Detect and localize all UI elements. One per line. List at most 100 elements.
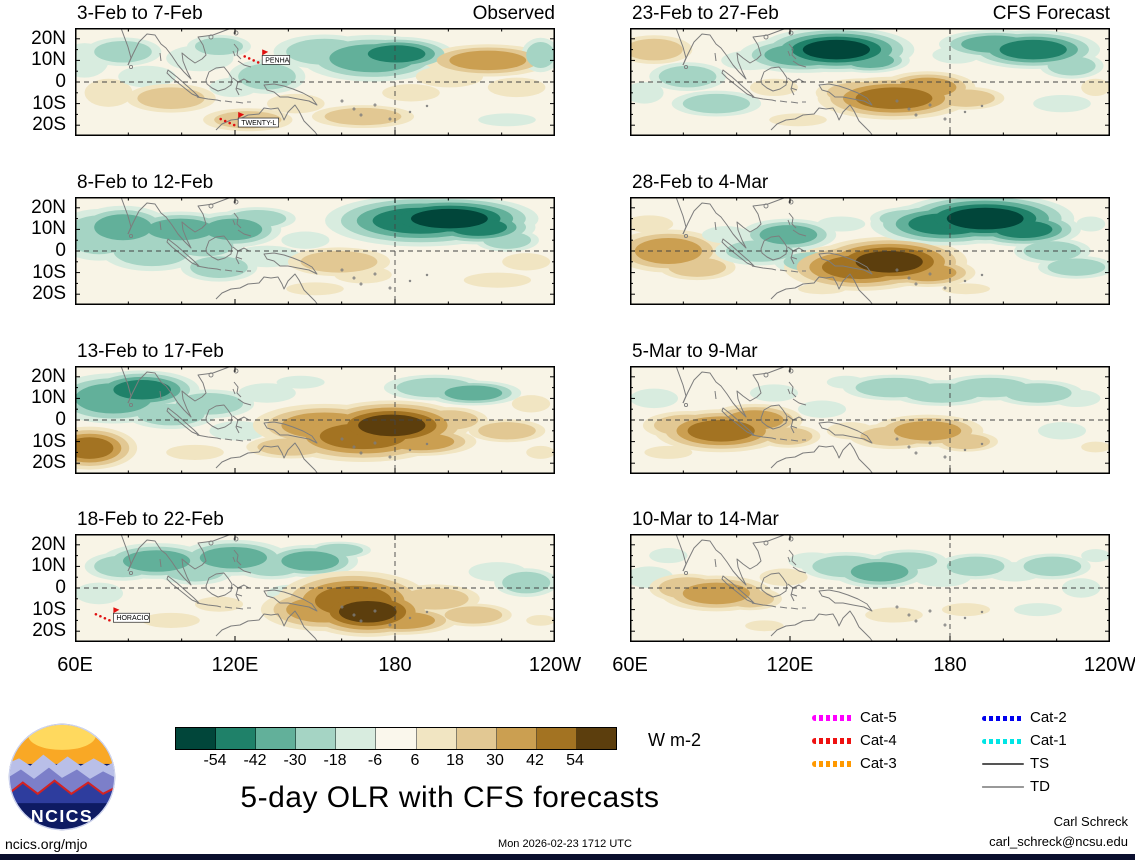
y-axis-label: 0 bbox=[55, 240, 66, 261]
map-panel bbox=[630, 197, 1110, 305]
logo-ring bbox=[8, 723, 116, 831]
map-panel: HORACIO bbox=[75, 534, 555, 642]
y-axis-label: 20N bbox=[31, 196, 66, 218]
panel-date-range: 3-Feb to 7-Feb bbox=[77, 3, 203, 24]
panel-title: 3-Feb to 7-Feb Observed bbox=[77, 2, 555, 26]
y-axis-label: 20S bbox=[32, 283, 66, 305]
colorbar-segment bbox=[416, 728, 457, 749]
footer-timestamp: Mon 2026-02-23 1712 UTC bbox=[498, 838, 632, 850]
storm-name: PENHA bbox=[265, 57, 289, 64]
panel-title: 8-Feb to 12-Feb bbox=[77, 171, 555, 195]
colorbar-tick-label: -18 bbox=[323, 752, 347, 769]
y-axis-label: 20N bbox=[31, 533, 66, 555]
panel-date-range: 8-Feb to 12-Feb bbox=[77, 172, 214, 193]
legend-label: Cat-2 bbox=[1030, 709, 1067, 726]
legend-label: Cat-4 bbox=[860, 732, 897, 749]
column-header: CFS Forecast bbox=[992, 3, 1110, 24]
y-axis-label: 0 bbox=[55, 71, 66, 92]
footer-credit-email: carl_schreck@ncsu.edu bbox=[989, 834, 1128, 849]
x-axis-label: 120W bbox=[1083, 654, 1135, 676]
logo-art bbox=[9, 724, 115, 830]
colorbar bbox=[175, 727, 617, 750]
y-axis-label: 10N bbox=[31, 387, 66, 409]
colorbar-segment bbox=[496, 728, 537, 749]
legend-line-cat-4 bbox=[812, 738, 854, 744]
x-axis-label: 120W bbox=[528, 654, 582, 676]
logo-text: NCICS bbox=[31, 806, 93, 826]
colorbar-segment bbox=[176, 728, 217, 749]
legend-label: TS bbox=[1030, 755, 1050, 772]
map-panel bbox=[75, 366, 555, 474]
y-axis-label: 0 bbox=[55, 409, 66, 430]
colorbar-tick-label: -6 bbox=[367, 752, 383, 769]
y-axis-label: 10N bbox=[31, 218, 66, 240]
panel-title: 13-Feb to 17-Feb bbox=[77, 340, 555, 364]
panel-title: 28-Feb to 4-Mar bbox=[632, 171, 1110, 195]
panel-title: 23-Feb to 27-Feb CFS Forecast bbox=[632, 2, 1110, 26]
y-axis-label: 0 bbox=[55, 577, 66, 598]
panel-date-range: 23-Feb to 27-Feb bbox=[632, 3, 779, 24]
colorbar-tick-label: -30 bbox=[283, 752, 307, 769]
y-axis-label: 20N bbox=[31, 27, 66, 49]
map-panel bbox=[75, 197, 555, 305]
footer-site-link: ncics.org/mjo bbox=[5, 836, 88, 852]
map-panel bbox=[630, 366, 1110, 474]
legend-label: Cat-5 bbox=[860, 709, 897, 726]
panel-title: 5-Mar to 9-Mar bbox=[632, 340, 1110, 364]
colorbar-tick-label: -54 bbox=[203, 752, 227, 769]
y-axis-label: 20S bbox=[32, 452, 66, 474]
legend-line-cat-1 bbox=[982, 738, 1024, 744]
legend-line-td bbox=[982, 786, 1024, 788]
panel-date-range: 5-Mar to 9-Mar bbox=[632, 341, 758, 362]
colorbar-segment bbox=[576, 728, 617, 749]
y-axis-label: 10N bbox=[31, 49, 66, 71]
colorbar-segment bbox=[336, 728, 377, 749]
panel-date-range: 18-Feb to 22-Feb bbox=[77, 509, 224, 530]
column-header: Observed bbox=[472, 3, 555, 24]
colorbar-segment bbox=[456, 728, 497, 749]
colorbar-segment bbox=[216, 728, 257, 749]
y-axis-label: 20S bbox=[32, 620, 66, 642]
storm-track: HORACIO bbox=[94, 607, 150, 623]
colorbar-tick-label: 6 bbox=[410, 752, 420, 769]
legend-line-ts bbox=[982, 762, 1024, 766]
colorbar-segment bbox=[376, 728, 417, 749]
panel-date-range: 28-Feb to 4-Mar bbox=[632, 172, 769, 193]
colorbar-segment bbox=[296, 728, 337, 749]
legend-line-cat-3 bbox=[812, 761, 854, 767]
map-panel bbox=[630, 28, 1110, 136]
colorbar-tick-label: -42 bbox=[243, 752, 267, 769]
y-axis-label: 10S bbox=[32, 598, 66, 620]
colorbar-units-label: W m-2 bbox=[648, 730, 701, 750]
ncics-logo: NCICS bbox=[8, 723, 116, 831]
figure-title: 5-day OLR with CFS forecasts bbox=[240, 781, 660, 814]
colorbar-segment bbox=[256, 728, 297, 749]
legend-line-cat-2 bbox=[982, 715, 1024, 721]
y-axis-label: 10N bbox=[31, 555, 66, 577]
colorbar-tick-label: 30 bbox=[486, 752, 504, 769]
y-axis-label: 10S bbox=[32, 430, 66, 452]
footer-credit-name: Carl Schreck bbox=[1053, 814, 1128, 829]
bottom-bar bbox=[0, 854, 1135, 860]
panel-date-range: 10-Mar to 14-Mar bbox=[632, 509, 779, 530]
y-axis-label: 10S bbox=[32, 92, 66, 114]
storm-name: HORACIO bbox=[116, 615, 149, 622]
legend-label: Cat-3 bbox=[860, 755, 897, 772]
colorbar-tick-label: 42 bbox=[526, 752, 544, 769]
colorbar-segment bbox=[536, 728, 577, 749]
x-axis-label: 180 bbox=[933, 654, 967, 676]
map-panel: PENHA TWENTY-L bbox=[75, 28, 555, 136]
y-axis-label: 10S bbox=[32, 261, 66, 283]
storm-name: TWENTY-L bbox=[241, 120, 276, 127]
legend-label: Cat-1 bbox=[1030, 732, 1067, 749]
panel-title: 10-Mar to 14-Mar bbox=[632, 508, 1110, 532]
x-axis-label: 60E bbox=[57, 654, 93, 676]
y-axis-label: 20N bbox=[31, 365, 66, 387]
colorbar-tick-label: 18 bbox=[446, 752, 464, 769]
x-axis-label: 120E bbox=[766, 654, 814, 676]
panel-date-range: 13-Feb to 17-Feb bbox=[77, 341, 224, 362]
storm-track: PENHA bbox=[243, 49, 291, 65]
panel-title: 18-Feb to 22-Feb bbox=[77, 508, 555, 532]
legend-label: TD bbox=[1030, 778, 1050, 795]
